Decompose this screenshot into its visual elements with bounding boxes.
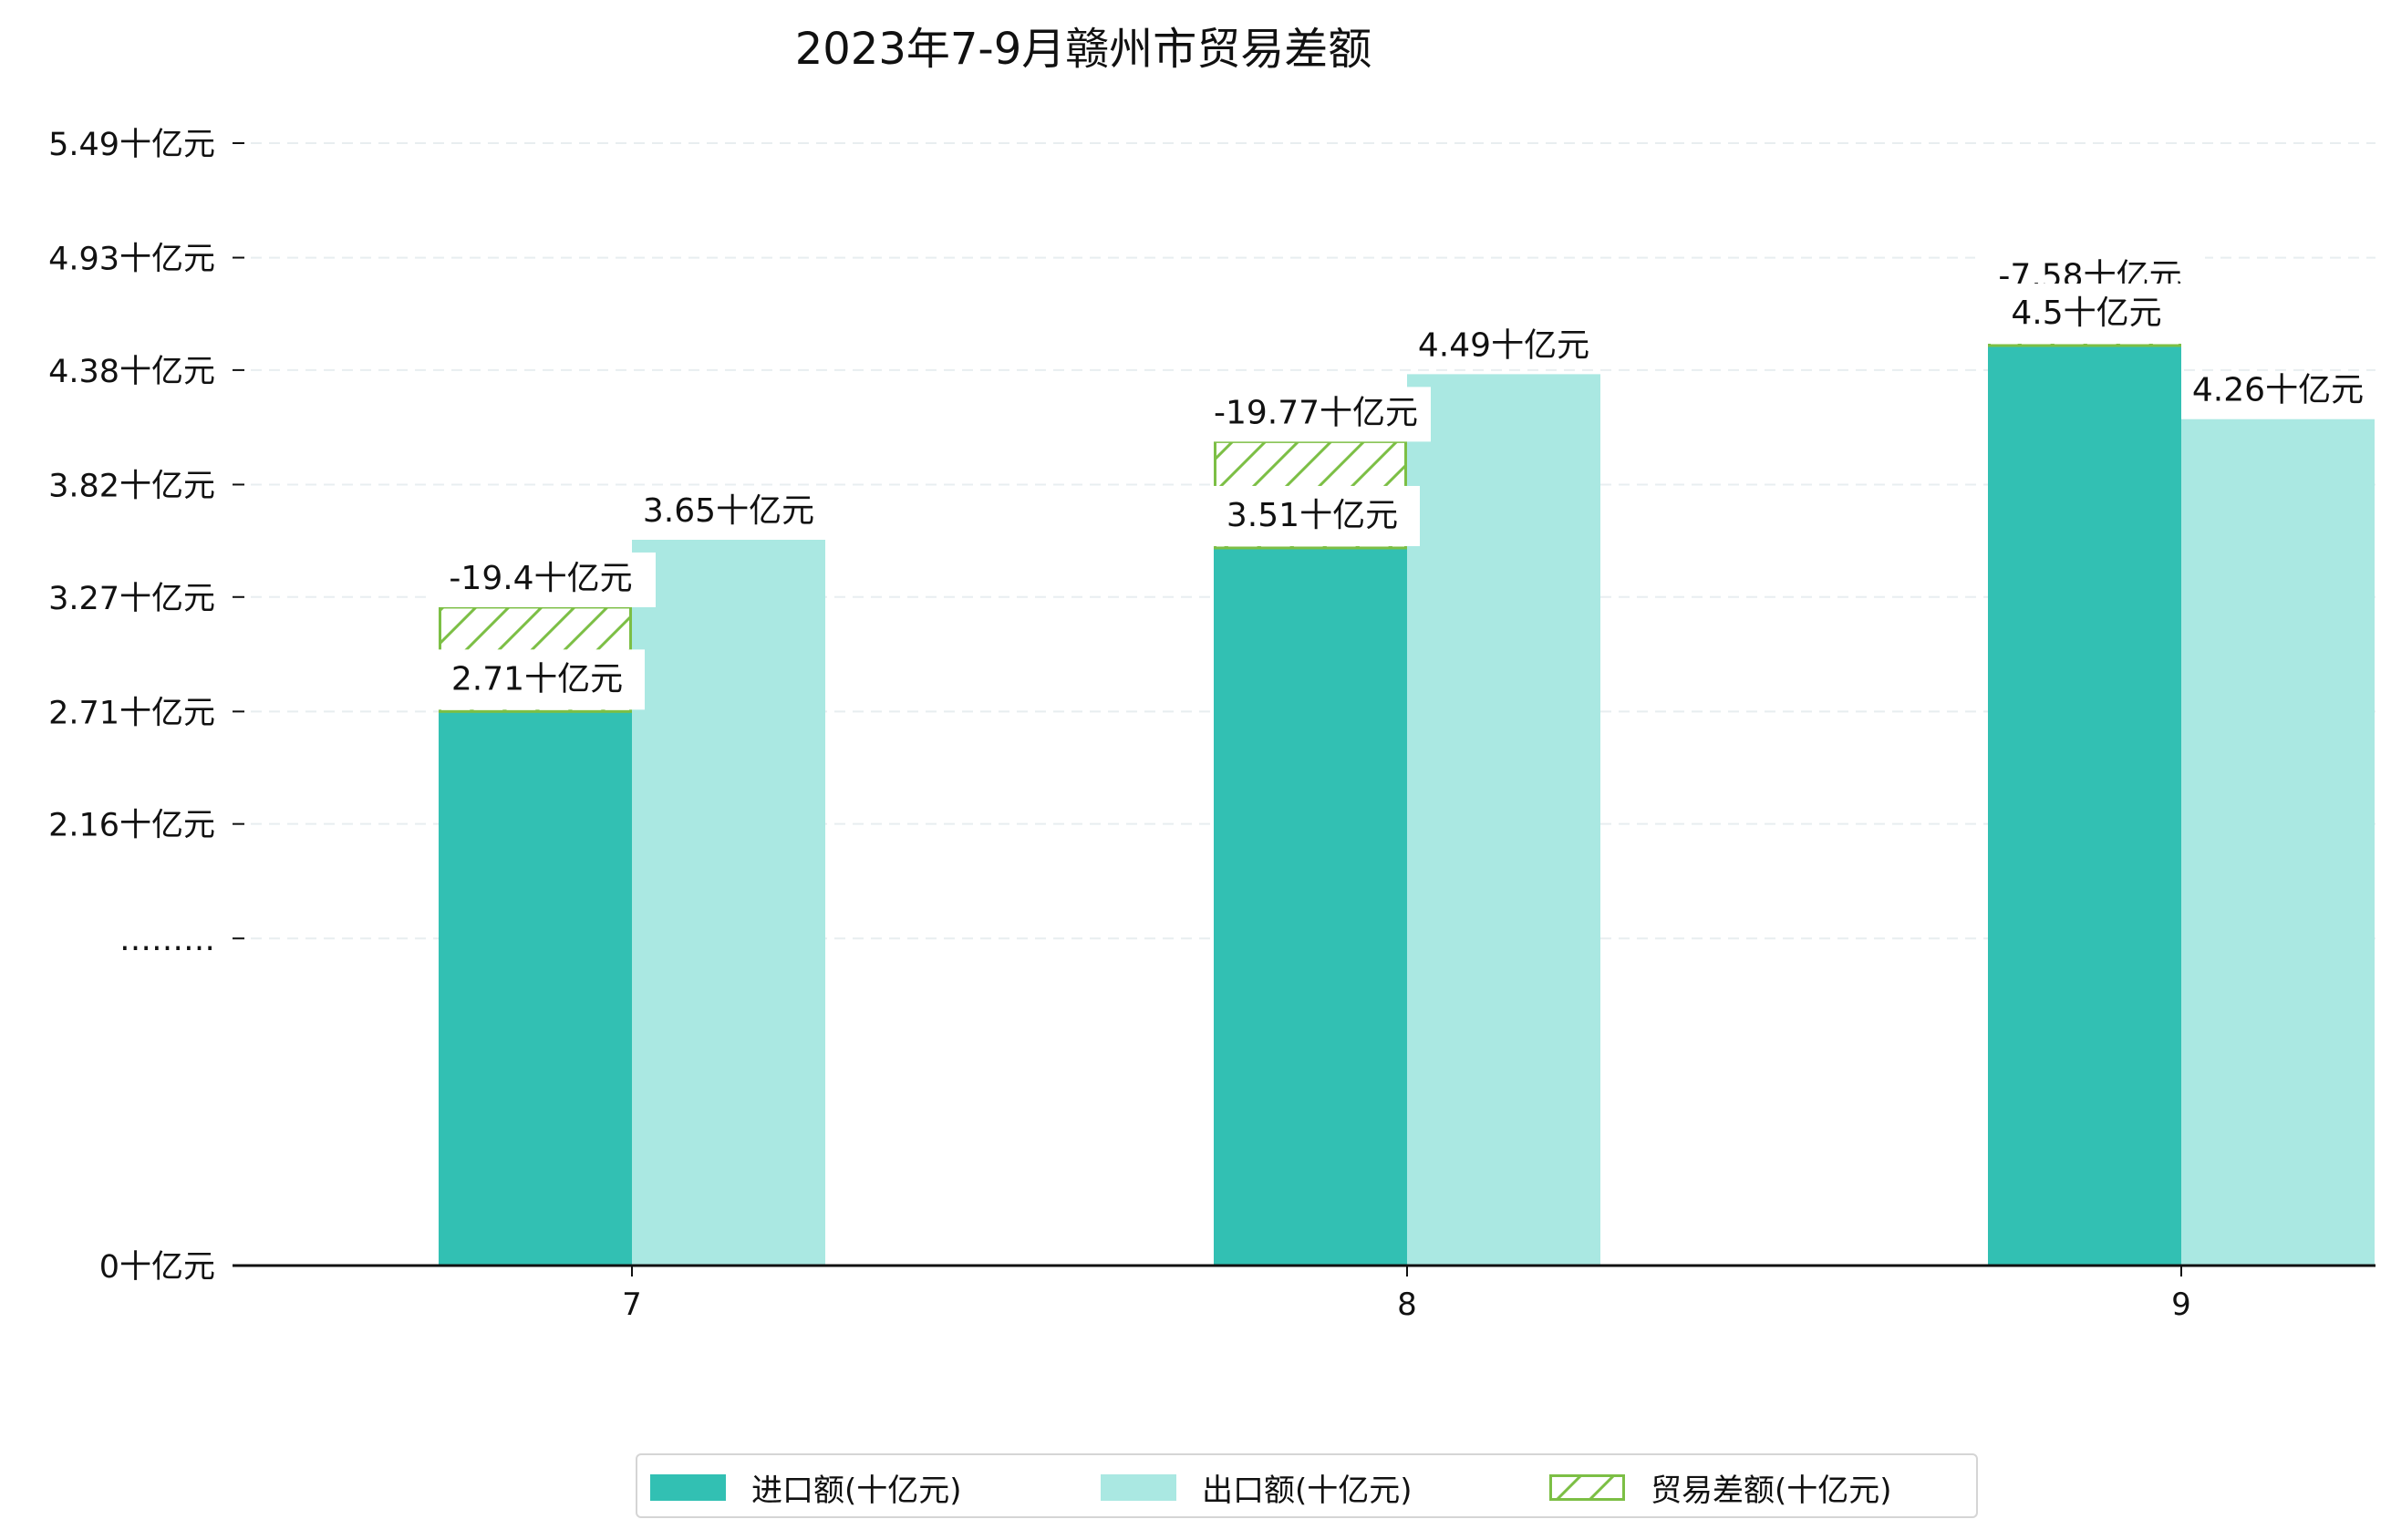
x-tick-label: 7 <box>622 1287 642 1323</box>
y-tick-label: 4.93十亿元 <box>48 242 215 278</box>
legend-item-import: 进口额(十亿元) <box>650 1455 962 1520</box>
bar-export <box>632 539 825 1266</box>
y-tick-label: 0十亿元 <box>99 1249 215 1286</box>
legend-item-export: 出口额(十亿元) <box>1101 1455 1413 1520</box>
y-axis: 0十亿元 ……… 2.16十亿元 2.71十亿元 3.27十亿元 3.82十亿元 4.38十… <box>48 127 244 1286</box>
data-label-import: 3.51十亿元 <box>1227 497 1398 534</box>
label-box-import <box>1201 485 1420 546</box>
legend-swatch-balance <box>1549 1474 1625 1501</box>
bar-import <box>1214 547 1407 1266</box>
legend-item-balance: 贸易差额(十亿元) <box>1549 1455 1892 1520</box>
data-labels: 3.65十亿元 -19.4十亿元 2.71十亿元 4.49十亿元-19.77十亿元 3.… <box>426 250 2364 710</box>
label-box-balance <box>1201 387 1431 442</box>
data-label-balance: -19.77十亿元 <box>1214 394 1418 431</box>
y-tick-label: 2.16十亿元 <box>48 808 215 844</box>
y-tick-label: 3.82十亿元 <box>48 468 215 504</box>
y-tick-label: 5.49十亿元 <box>48 127 215 163</box>
data-label-export: 4.49十亿元 <box>1418 326 1589 364</box>
data-label-export: 4.26十亿元 <box>2192 372 2364 409</box>
legend-label-balance: 贸易差额(十亿元) <box>1651 1473 1892 1509</box>
y-tick-label: ……… <box>119 922 215 958</box>
bar-import <box>1988 345 2181 1266</box>
label-box-import <box>426 649 645 710</box>
label-box-import <box>1975 283 2194 344</box>
y-tick-label: 4.38十亿元 <box>48 354 215 390</box>
data-label-balance: -19.4十亿元 <box>449 560 632 597</box>
x-tick-label: 9 <box>2171 1287 2191 1323</box>
bar-import <box>439 711 632 1266</box>
chart-title: 2023年7-9月赣州市贸易差额 <box>795 24 1372 75</box>
data-label-import: 2.71十亿元 <box>451 660 623 698</box>
bar-export <box>2181 419 2375 1266</box>
x-axis: 7 8 9 <box>233 1264 2375 1323</box>
legend-swatch-import <box>650 1474 726 1501</box>
legend-label-export: 出口额(十亿元) <box>1202 1473 1413 1509</box>
bar-export <box>1407 374 1600 1266</box>
legend-swatch-export <box>1101 1474 1176 1501</box>
legend-label-import: 进口额(十亿元) <box>751 1473 962 1509</box>
label-box-balance <box>426 552 656 607</box>
legend: 进口额(十亿元) 出口额(十亿元) 贸易差额(十亿元) <box>636 1453 1978 1518</box>
data-label-import: 4.5十亿元 <box>2011 295 2161 332</box>
y-tick-label: 2.71十亿元 <box>48 695 215 731</box>
data-label-export: 3.65十亿元 <box>643 492 814 530</box>
x-tick-label: 8 <box>1397 1287 1417 1323</box>
y-tick-label: 3.27十亿元 <box>48 581 215 617</box>
bars <box>439 303 2375 1266</box>
